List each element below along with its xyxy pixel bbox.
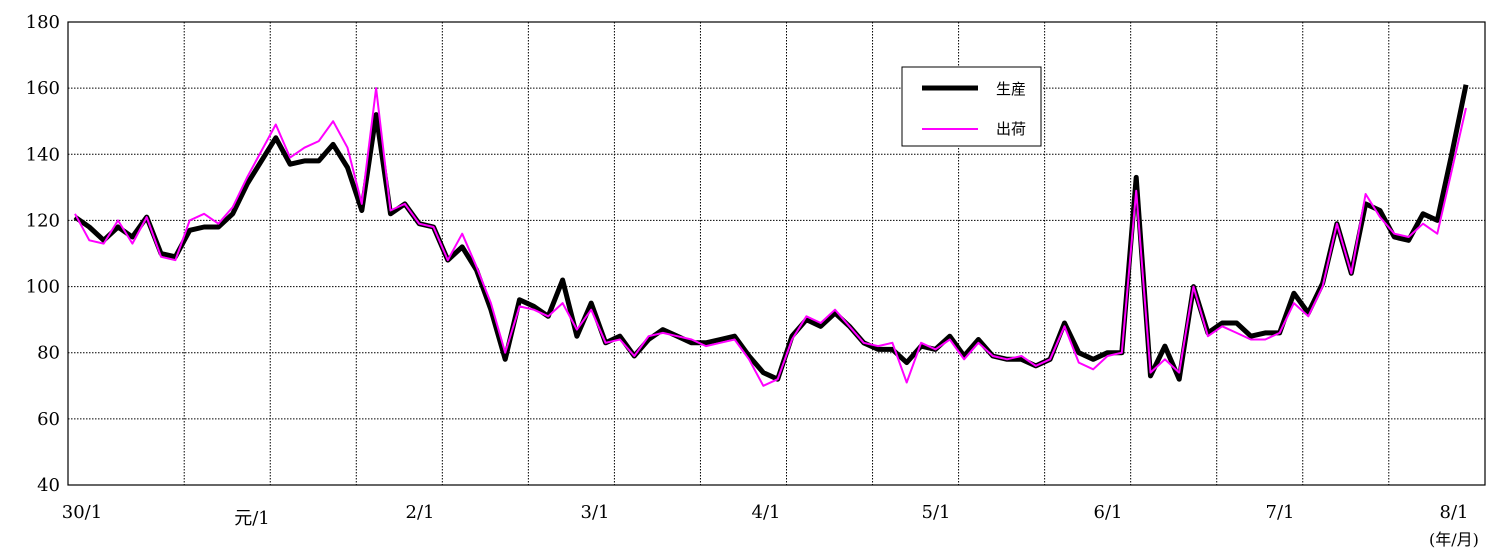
- legend: 生産 出荷: [901, 66, 1042, 147]
- y-tick-label: 100: [26, 277, 60, 298]
- legend-label-shipment: 出荷: [996, 120, 1026, 138]
- series-line-production: [73, 84, 1469, 382]
- series-lines: [73, 84, 1469, 387]
- y-tick-label: 120: [26, 210, 60, 231]
- legend-label-production: 生産: [996, 80, 1026, 98]
- x-tick-label: 3/1: [581, 502, 610, 523]
- x-tick-label: 2/1: [406, 502, 435, 523]
- x-axis-unit-label: (年/月): [1429, 530, 1479, 549]
- x-tick-label: 6/1: [1094, 502, 1123, 523]
- x-tick-label: 元/1: [234, 508, 270, 529]
- y-tick-label: 140: [26, 144, 60, 165]
- y-tick-label: 80: [37, 343, 60, 364]
- y-tick-label: 180: [26, 12, 60, 33]
- series-line-shipment: [74, 87, 1467, 387]
- x-tick-label: 4/1: [752, 502, 781, 523]
- x-tick-label: 30/1: [62, 502, 102, 523]
- tick-labels: 40 60 80 100 120 140 160 180 30/1 元/1 2/1 3/1 4/1 5/1…: [26, 12, 1469, 529]
- x-tick-label: 7/1: [1266, 502, 1295, 523]
- axes: [67, 21, 1486, 486]
- y-tick-label: 40: [37, 475, 60, 496]
- plot-frame: [67, 21, 1486, 486]
- x-tick-label: 5/1: [922, 502, 951, 523]
- legend-box: [901, 66, 1042, 147]
- x-tick-label: 8/1: [1440, 502, 1469, 523]
- grid: [68, 22, 1485, 485]
- y-tick-label: 60: [37, 409, 60, 430]
- y-tick-label: 160: [26, 78, 60, 99]
